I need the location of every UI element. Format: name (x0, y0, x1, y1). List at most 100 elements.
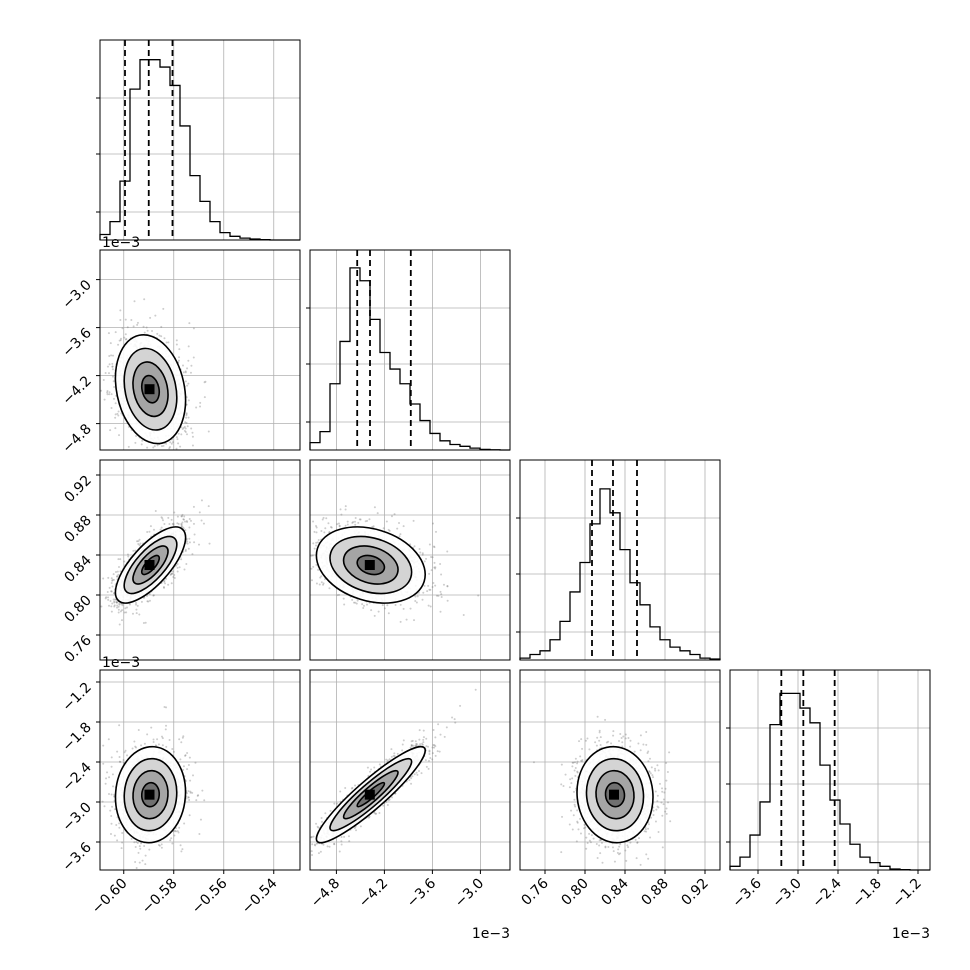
scatter-point (318, 583, 321, 586)
scatter-point (427, 584, 430, 587)
scatter-point (117, 343, 120, 346)
scatter-point (426, 590, 429, 593)
scatter-point (121, 604, 124, 607)
scatter-point (199, 405, 202, 408)
scatter-point (154, 510, 157, 513)
scatter-point (190, 364, 193, 367)
histogram-3 (729, 692, 930, 871)
scatter-point (158, 334, 161, 337)
scatter-point (108, 776, 111, 779)
scatter-point (342, 597, 345, 600)
scatter-point (110, 793, 113, 796)
scatter-point (180, 558, 183, 561)
scatter-point (446, 599, 449, 602)
scatter-point (185, 433, 188, 436)
scatter-point (113, 385, 116, 388)
scatter-point (185, 562, 188, 565)
scatter-point (146, 329, 149, 332)
scatter-point (188, 541, 191, 544)
scatter-point (107, 598, 110, 601)
scatter-point (171, 748, 174, 751)
scatter-point (186, 520, 189, 523)
scatter-point (152, 528, 155, 531)
scatter-point (180, 433, 183, 436)
scatter-point (442, 583, 445, 586)
scatter-point (188, 526, 191, 529)
scatter-point (120, 619, 123, 622)
scatter-point (115, 601, 118, 604)
scatter-point (313, 530, 316, 533)
scatter-point (439, 590, 442, 593)
scatter-point (385, 520, 388, 523)
scatter-point (111, 365, 114, 368)
scatter-point (338, 593, 341, 596)
scatter-point (202, 522, 205, 525)
scatter-point (116, 412, 119, 415)
scatter-point (168, 522, 171, 525)
scatter-point (148, 848, 151, 851)
scatter-point (180, 523, 183, 526)
scatter-point (131, 612, 134, 615)
scatter-point (169, 839, 172, 842)
scatter-point (186, 768, 189, 771)
scatter-point (386, 604, 389, 607)
scatter-point (141, 439, 144, 442)
scatter-point (434, 530, 437, 533)
scatter-point (429, 605, 432, 608)
scatter-point (184, 380, 187, 383)
scatter-point (182, 518, 185, 521)
scatter-point (398, 521, 401, 524)
scatter-point (138, 613, 141, 616)
scatter-point (421, 553, 424, 556)
scatter-point (167, 516, 170, 519)
scatter-point (203, 799, 206, 802)
scatter-point (185, 412, 188, 415)
scatter-point (112, 578, 115, 581)
scatter-point (329, 525, 332, 528)
scatter-point (152, 446, 155, 449)
scatter-point (312, 542, 315, 545)
scatter-point (162, 586, 165, 589)
scatter-point (418, 547, 421, 550)
scatter-point (110, 605, 113, 608)
scatter-point (161, 744, 164, 747)
scatter-point (117, 573, 120, 576)
scatter-point (118, 755, 121, 758)
scatter-point (366, 603, 369, 606)
scatter-point (390, 515, 393, 518)
scatter-point (190, 427, 193, 430)
scatter-point (312, 565, 315, 568)
scatter-point (124, 607, 127, 610)
density-peak (144, 384, 155, 395)
scatter-point (198, 511, 201, 514)
scatter-point (108, 363, 111, 366)
scatter-point (354, 523, 357, 526)
scatter-point (315, 541, 318, 544)
scatter-point (428, 572, 431, 575)
scatter-point (121, 327, 124, 330)
scatter-point (184, 427, 187, 430)
scatter-point (171, 441, 174, 444)
scatter-point (112, 380, 115, 383)
scatter-point (153, 445, 156, 448)
scatter-point (160, 526, 163, 529)
scatter-point (123, 560, 126, 563)
scatter-point (179, 445, 182, 448)
scatter-point (135, 601, 138, 604)
scatter-point (178, 826, 181, 829)
scatter-point (364, 520, 367, 523)
scatter-point (146, 530, 149, 533)
scatter-point (108, 354, 111, 357)
scatter-point (117, 558, 120, 561)
scatter-point (188, 537, 191, 540)
histogram-0 (99, 59, 300, 241)
scatter-point (133, 300, 136, 303)
scatter-point (200, 519, 203, 522)
scatter-point (116, 570, 119, 573)
scatter-point (137, 540, 140, 543)
scatter-point (344, 508, 347, 511)
scatter-point (178, 356, 181, 359)
scatter-point (402, 607, 405, 610)
scatter-point (123, 336, 126, 339)
scatter-point (184, 431, 187, 434)
